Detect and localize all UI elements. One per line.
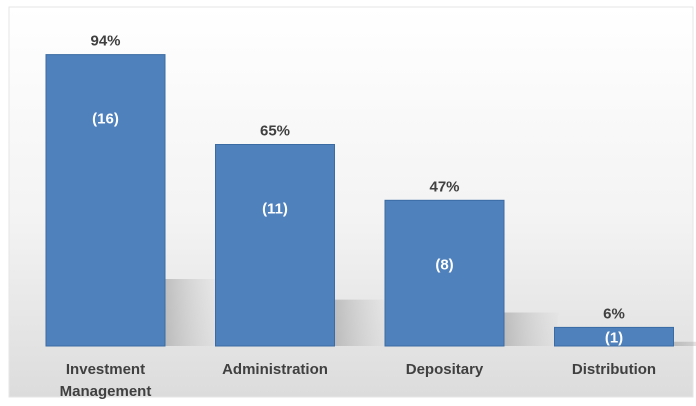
category-label: Administration [222,361,328,378]
bar-shadow [335,300,390,346]
bar-count-label: (1) [605,330,623,347]
bar-value-label: 65% [260,123,290,140]
category-label-line: Investment [66,361,145,378]
bar-shadow [504,312,559,346]
category-label-line: Management [60,383,152,400]
bar-value-label: 94% [90,33,120,50]
bar-count-label: (11) [262,201,288,218]
bar-value-label: 6% [603,305,625,322]
bar-value-label: 47% [429,178,459,195]
category-label-line: Distribution [572,361,656,378]
category-label-line: Depositary [406,361,484,378]
bar [216,145,335,347]
category-label: Depositary [406,361,484,378]
category-label-line: Administration [222,361,328,378]
bar [46,55,165,346]
bar-count-label: (16) [92,111,119,128]
bar-count-label: (8) [435,256,453,273]
category-label: Distribution [572,361,656,378]
bar-shadow [165,279,220,346]
bar-shadow [674,342,696,346]
